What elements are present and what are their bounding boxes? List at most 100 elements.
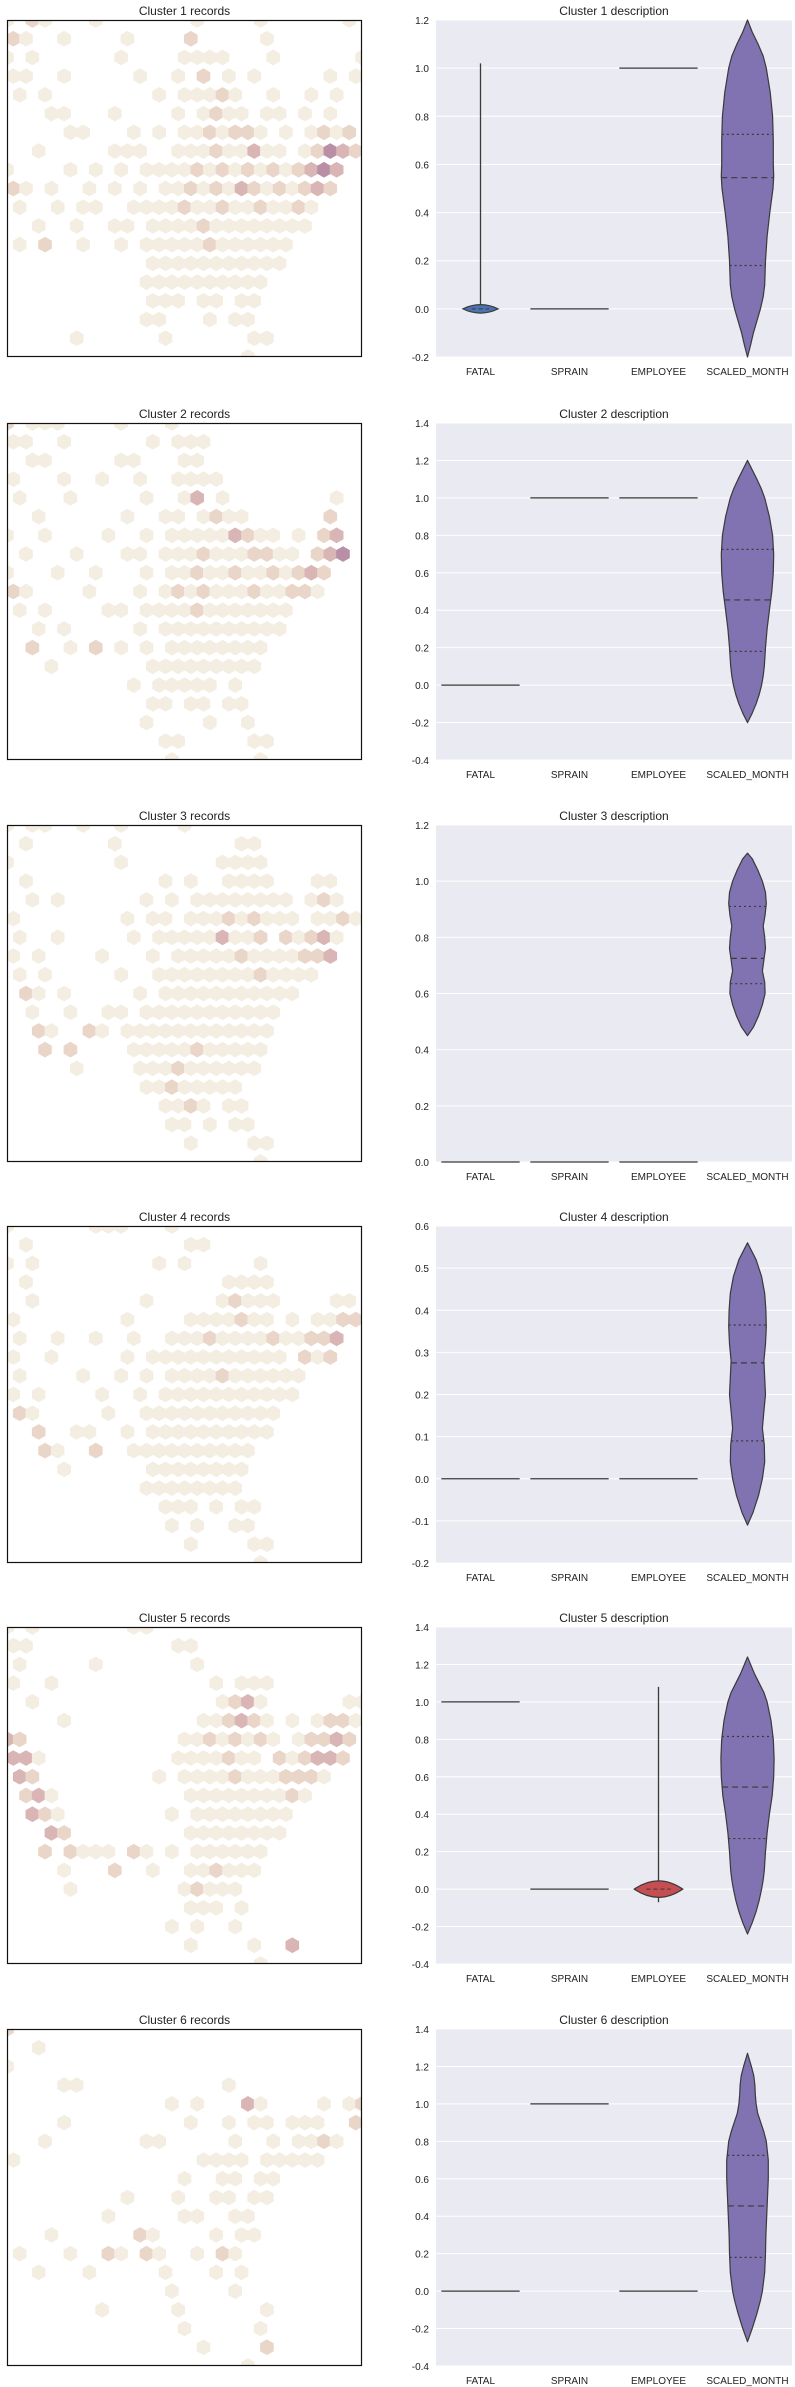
hexbin-cell: [158, 330, 173, 347]
hexbin-cell: [260, 2302, 274, 2318]
hexbin-cell: [196, 1386, 211, 1403]
hexbin-cell: [203, 1041, 217, 1058]
hexbin-cell: [203, 1442, 217, 1459]
hexbin-cell: [253, 1694, 268, 1710]
hexbin-cell: [241, 1517, 255, 1534]
hexbin-cell: [222, 948, 236, 964]
hexbin-cell: [228, 1768, 242, 1785]
hexbin-cell: [222, 143, 236, 159]
hexbin-cell: [336, 1750, 350, 1766]
hexbin-cell: [234, 1787, 249, 1804]
hexbin-cell: [25, 20, 40, 28]
hexbin-cell: [222, 1386, 236, 1403]
hexbin-cell: [177, 490, 192, 506]
hexbin-cell: [228, 1367, 242, 1384]
hexbin-cell: [158, 1349, 173, 1365]
hexbin-cell: [253, 2320, 268, 2337]
hexbin-cell: [120, 1349, 135, 1365]
hexbin-cell: [253, 1154, 268, 1162]
hexbin-cell: [7, 180, 21, 197]
x-tick-label: FATAL: [466, 1172, 496, 1183]
hexbin-cell: [285, 910, 300, 927]
hexbin-cell: [31, 948, 46, 964]
hexbin-cell: [260, 2339, 274, 2356]
hexbin-cell: [177, 1731, 192, 1748]
hexbin-cell: [25, 892, 40, 908]
hexbin-cell: [165, 199, 179, 216]
hexbin-cell: [171, 658, 185, 675]
hexbin-cell: [209, 1060, 223, 1077]
hexbin-cell: [215, 1731, 230, 1748]
x-tick-label: FATAL: [466, 2376, 496, 2387]
hexbin-cell: [44, 2227, 59, 2243]
hexbin-cell: [177, 929, 192, 946]
hexbin-cell: [222, 2077, 236, 2093]
hexbin-cell: [152, 1442, 166, 1459]
hexbin-cell: [69, 2077, 84, 2093]
hexbin-cell: [184, 433, 198, 450]
hexbin-cell: [114, 602, 128, 619]
hexbin-cell: [88, 1330, 103, 1347]
hexbin-cell: [228, 1293, 242, 1309]
hexbin-cell: [152, 2245, 166, 2262]
hexbin-cell: [215, 49, 230, 66]
hexbin-cell: [171, 1499, 185, 1515]
hexbin-cell: [234, 2264, 249, 2281]
hexbin-cell: [253, 639, 268, 656]
hexbin-cell: [69, 1060, 84, 1077]
hexbin-cell: [241, 274, 255, 290]
hexbin-cell: [228, 161, 242, 178]
hexbin-cell: [222, 218, 236, 234]
y-tick-label: 1.0: [415, 2100, 429, 2111]
hexbin-cell: [19, 1787, 33, 1804]
hexbin-cell: [190, 602, 204, 619]
hexbin-cell: [285, 1712, 300, 1729]
hexbin-cell: [209, 143, 223, 159]
hexbin-cell: [133, 1023, 147, 1039]
hexbin-cell: [234, 2227, 249, 2243]
hexbin-cell: [260, 218, 274, 234]
hexbin-cell: [196, 948, 211, 964]
hexbin-cell: [165, 677, 179, 693]
hexbin-cell: [260, 1712, 274, 1729]
hexbin-cell: [203, 677, 217, 693]
y-tick-label: 1.4: [415, 419, 429, 430]
hexbin-cell: [222, 985, 236, 1002]
hexbin-cell: [241, 527, 255, 544]
hexbin-cell: [158, 621, 173, 637]
hexbin-cell: [38, 2133, 52, 2150]
hexbin-cell: [146, 2227, 160, 2243]
hexbin-cell: [285, 948, 300, 964]
hexbin-cell: [88, 639, 103, 656]
hexbin-cell: [152, 274, 166, 290]
hexbin-cell: [88, 199, 103, 216]
hexbin-cell: [184, 1750, 198, 1766]
hexbin-cell: [222, 1825, 236, 1841]
hexbin-cell: [342, 1293, 357, 1309]
hexbin-cell: [184, 1900, 198, 1916]
hexbin-cell: [209, 218, 223, 234]
hexbin-cell: [19, 835, 33, 852]
hexbin-cell: [222, 180, 236, 197]
hexbin-cell: [209, 1424, 223, 1440]
hexbin-cell: [203, 87, 217, 103]
hexbin-cell: [19, 1236, 33, 1253]
hexbin-cell: [31, 1023, 46, 1039]
hexbin-cell: [146, 1349, 160, 1365]
hexbin-cell: [114, 49, 128, 66]
hexbin-cell: [298, 2114, 312, 2131]
y-tick-label: 0.6: [415, 569, 429, 580]
hexbin-cell: [279, 1330, 293, 1347]
hexbin-cell: [190, 49, 204, 66]
hexbin-cell: [158, 1461, 173, 1478]
hexbin-cell: [25, 639, 40, 656]
hexbin-cell: [25, 1806, 40, 1823]
hexbin-cell: [12, 87, 27, 103]
violin-body-3: [720, 19, 775, 358]
hexbin-cell: [133, 1386, 147, 1403]
hexbin-cell: [228, 677, 242, 693]
hexbin-cell: [222, 1098, 236, 1114]
hexbin-cell: [171, 508, 185, 525]
hexbin-cell: [127, 199, 141, 216]
hexbin-cell: [7, 161, 14, 178]
